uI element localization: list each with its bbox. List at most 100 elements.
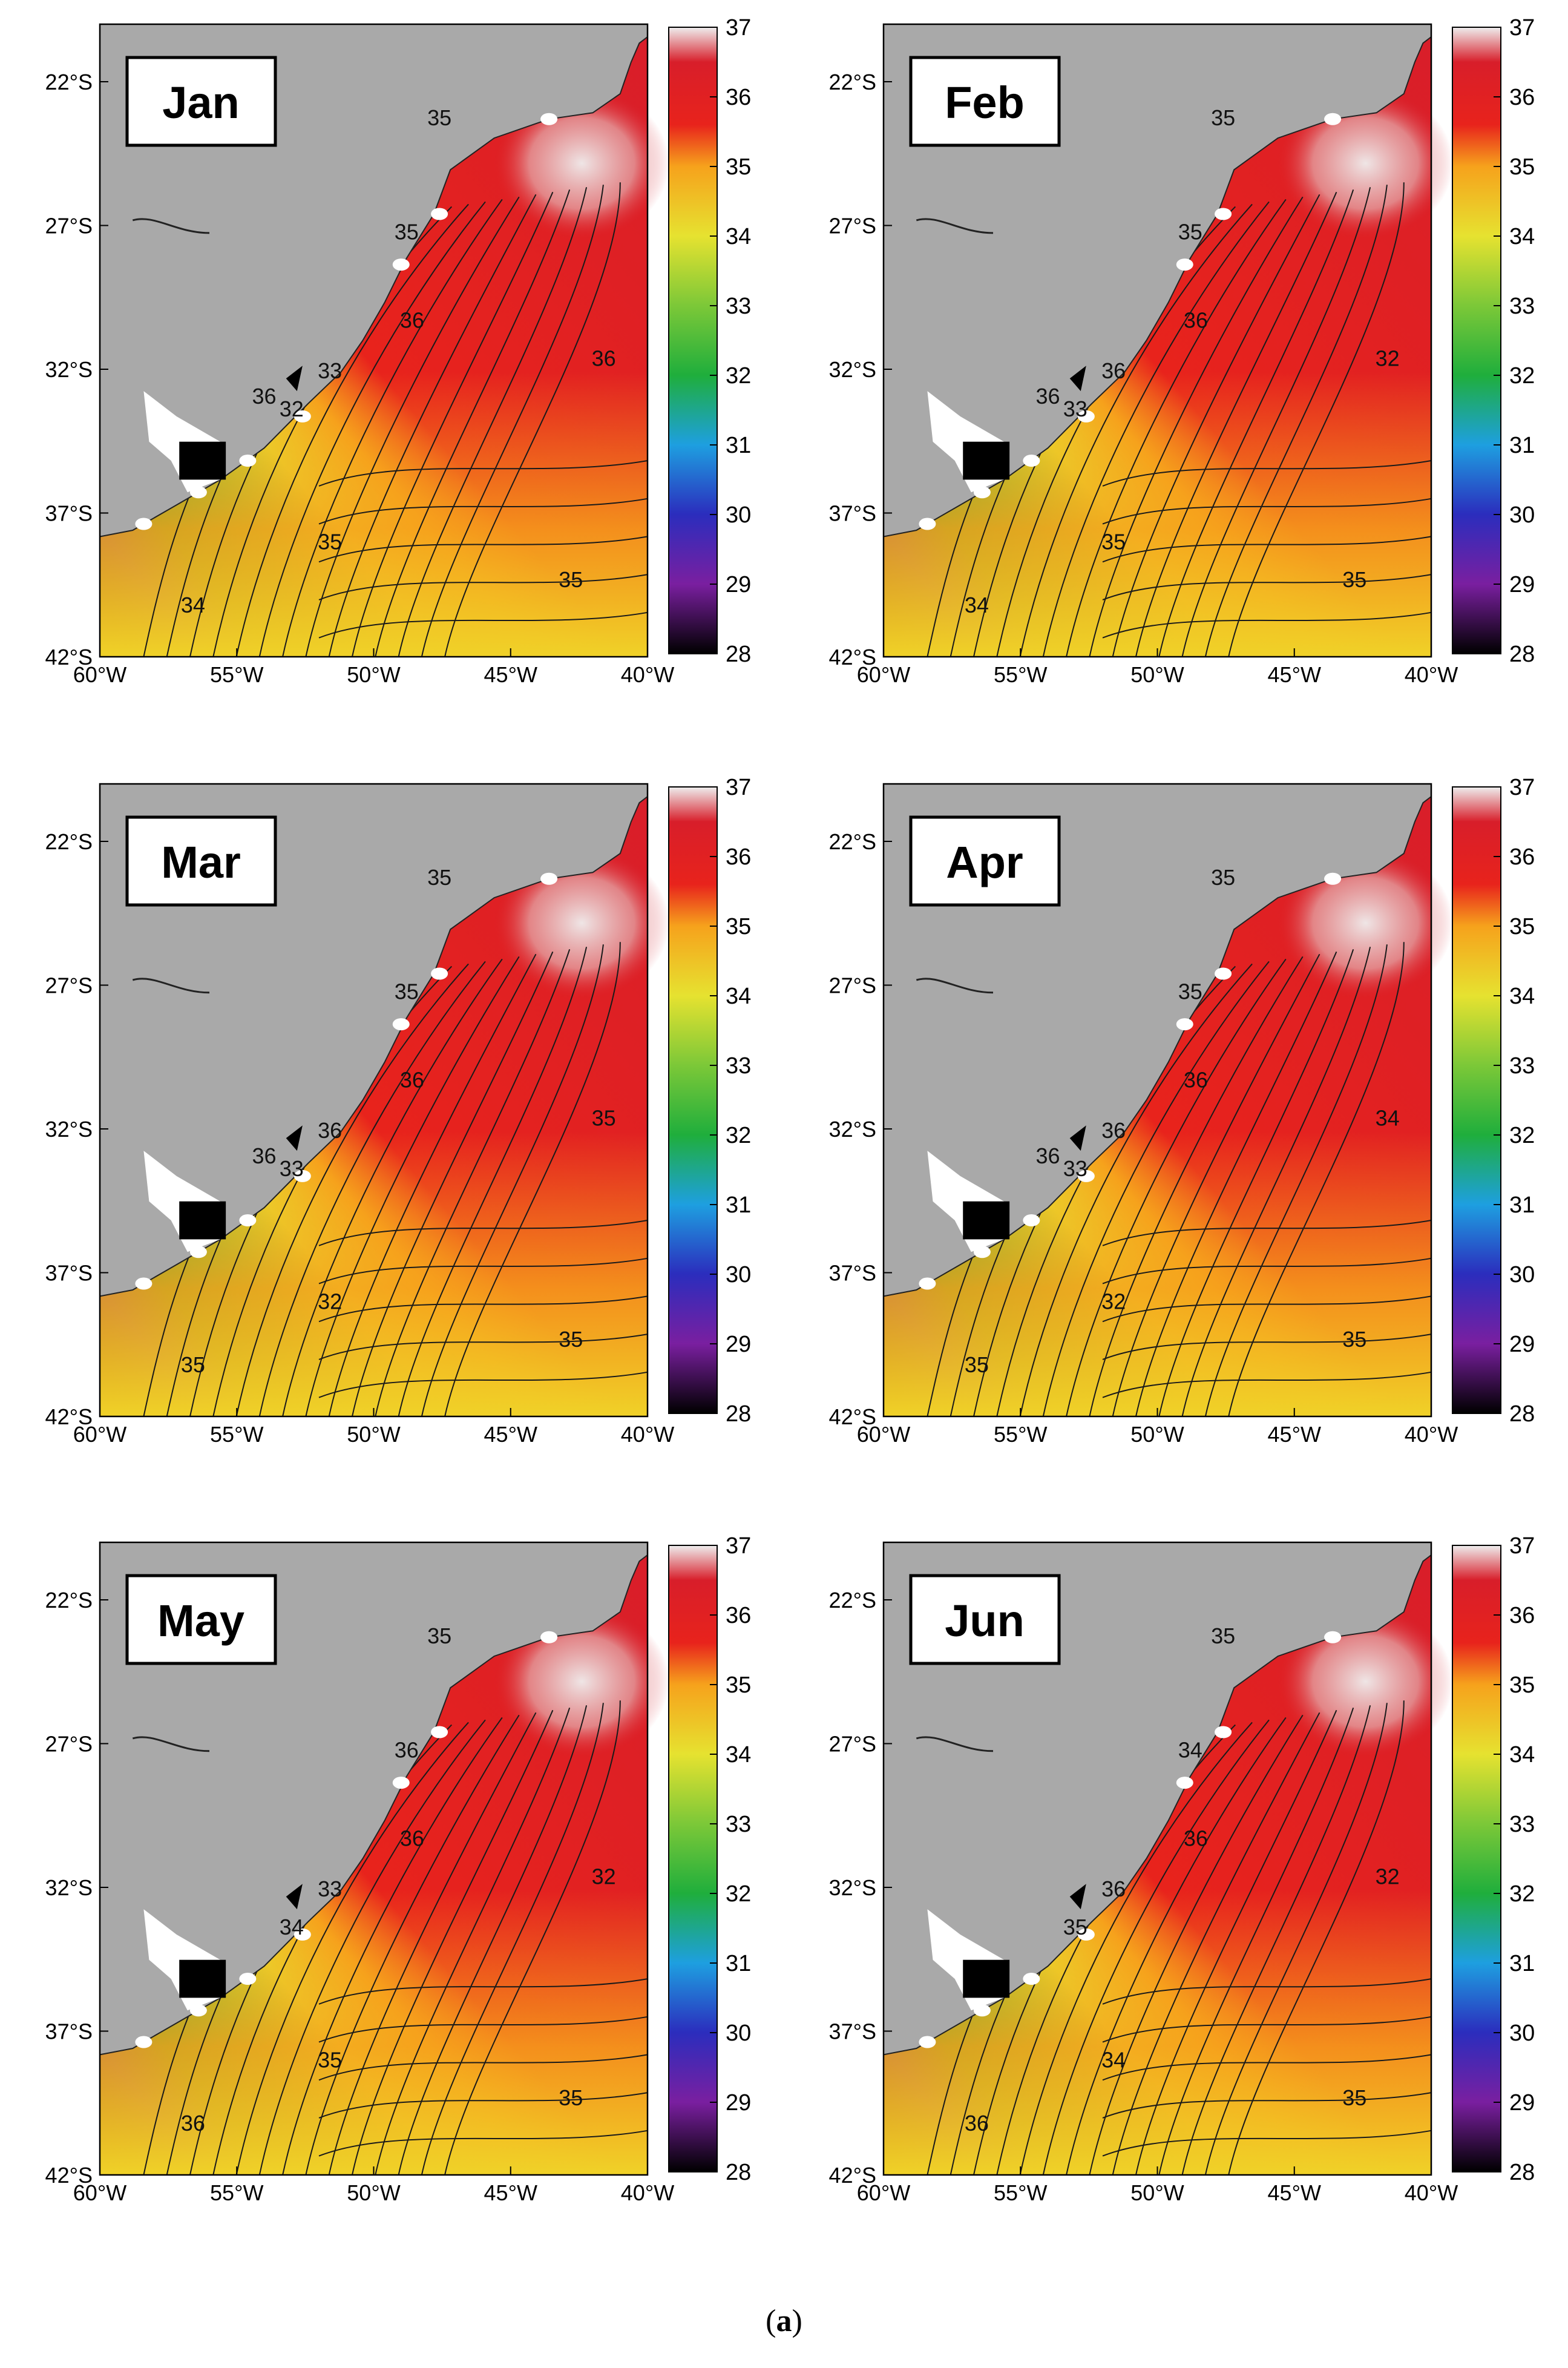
coastal-white-patch — [1176, 1018, 1193, 1031]
contour-label: 35 — [1063, 1915, 1087, 1939]
month-label-box — [125, 56, 277, 147]
month-label: Apr — [909, 815, 1061, 907]
isohaline-contour — [1102, 498, 1432, 525]
isohaline-contour — [421, 185, 604, 657]
contour-label: 35 — [1211, 865, 1235, 890]
lon-tick-label: 40°W — [1405, 662, 1458, 687]
coastal-white-patch — [1023, 1973, 1040, 1985]
isohaline-contour — [318, 2016, 648, 2043]
isohaline-contour — [444, 1700, 621, 2176]
isohaline-contour — [1102, 1295, 1432, 1323]
colorbar-tick-label: 28 — [1509, 2160, 1535, 2185]
colorbar-tick-label: 29 — [1509, 2090, 1535, 2116]
lon-tick-label: 60°W — [857, 662, 910, 687]
isohaline-contour — [318, 1371, 648, 1398]
colorbar-tick-label: 32 — [1509, 1123, 1535, 1148]
lon-tick-label: 55°W — [210, 1422, 263, 1447]
month-label: Jun — [909, 1574, 1061, 1665]
colorbar-tick-label: 33 — [1509, 294, 1535, 319]
isohaline-contour — [352, 191, 554, 657]
month-label-box — [909, 815, 1061, 907]
map-panel-jun: 35 34 36 36 35 32 34 35 36 Jun 22°S 27°S 32°S 37°S 42°… — [829, 1533, 1535, 2205]
lon-tick-label: 40°W — [1405, 1422, 1458, 1447]
month-label-box — [909, 56, 1061, 147]
isohaline-contour — [282, 1717, 503, 2176]
contour-label: 36 — [965, 2111, 989, 2136]
coastal-white-patch — [431, 967, 448, 980]
isohaline-contour — [1228, 182, 1405, 657]
contour-label: 36 — [252, 1143, 276, 1168]
isohaline-contour — [1042, 201, 1270, 657]
lat-tick-label: 22°S — [45, 829, 93, 854]
isohaline-contour — [444, 182, 621, 657]
lon-tick-label: 50°W — [347, 1422, 400, 1447]
contour-label: 32 — [1376, 1864, 1400, 1889]
lon-tick-label: 55°W — [210, 2180, 263, 2205]
contour-label: 35 — [181, 1352, 205, 1377]
lat-tick-label: 22°S — [45, 1588, 93, 1613]
coastal-white-patch — [135, 1277, 153, 1290]
contour-label: 36 — [1101, 1876, 1126, 1901]
caption-close: ) — [792, 2304, 802, 2338]
lon-tick-label: 55°W — [994, 1422, 1047, 1447]
contour-label: 35 — [427, 1623, 451, 1648]
coastal-white-patch — [1324, 1631, 1342, 1643]
lon-tick-label: 50°W — [1130, 2180, 1184, 2205]
colorbar-tick-label: 36 — [726, 844, 751, 870]
isohaline-contour — [1135, 1709, 1337, 2176]
colorbar-tick-label: 31 — [1509, 433, 1535, 458]
caption-open: ( — [766, 2304, 776, 2338]
lon-tick-label: 50°W — [347, 2180, 400, 2205]
salinity-maximum — [494, 1605, 670, 1758]
colorbar-gradient — [668, 27, 718, 654]
isohaline-contour — [1102, 1220, 1432, 1246]
colorbar-tick-label: 32 — [1509, 363, 1535, 389]
coastal-white-patch — [392, 1777, 410, 1789]
isohaline-contour — [318, 536, 648, 563]
lon-tick-label: 40°W — [621, 662, 674, 687]
isohaline-contour — [1158, 1707, 1354, 2176]
lon-tick-label: 45°W — [1268, 1422, 1321, 1447]
salinity-colorbar: 37 36 35 34 33 32 31 30 29 28 — [1452, 15, 1535, 667]
isohaline-contour — [1181, 187, 1371, 657]
contour-label: 35 — [1211, 1623, 1235, 1648]
map-panel-jan: 35353633323635353436Jan22°S27°S32°S37°S4… — [45, 15, 752, 687]
isohaline-contour — [1019, 203, 1253, 657]
lat-tick-label: 37°S — [45, 2019, 93, 2044]
isohaline-contour — [318, 1295, 648, 1323]
isohaline-contour — [1158, 949, 1354, 1417]
estuary-low-salinity — [963, 1201, 1010, 1240]
coastal-white-patch — [919, 2036, 936, 2048]
contour-label: 35 — [559, 1327, 583, 1352]
inland-coastline — [916, 978, 994, 994]
salinity-colorbar: 37 36 35 34 33 32 31 30 29 28 — [668, 15, 751, 667]
colorbar-tick-label: 35 — [726, 914, 751, 939]
contour-label: 34 — [1101, 2047, 1126, 2072]
contour-label: 35 — [592, 1105, 616, 1130]
colorbar-tick-label: 36 — [1509, 1603, 1535, 1628]
contour-label: 36 — [1184, 1826, 1208, 1851]
contour-label: 34 — [965, 593, 989, 617]
colorbar-tick-label: 35 — [1509, 1672, 1535, 1698]
colorbar-tick-label: 33 — [1509, 1812, 1535, 1837]
coastal-white-patch — [392, 1018, 410, 1031]
coastal-white-patch — [239, 1973, 257, 1985]
lat-tick-label: 32°S — [829, 357, 876, 382]
lon-tick-label: 60°W — [73, 1422, 126, 1447]
coastal-white-patch — [1215, 208, 1232, 220]
lat-tick-label: 27°S — [45, 973, 93, 998]
isohaline-contour — [1102, 2130, 1432, 2157]
contour-label: 36 — [252, 384, 276, 409]
contour-label: 36 — [1184, 1068, 1208, 1093]
contour-label: 36 — [318, 1118, 342, 1143]
colorbar-tick-label: 36 — [726, 1603, 751, 1628]
isohaline-contour — [1102, 1257, 1432, 1284]
lon-tick-label: 50°W — [347, 662, 400, 687]
coastal-white-patch — [1324, 113, 1342, 125]
estuary-low-salinity — [963, 1959, 1010, 1998]
colorbar-tick-label: 36 — [726, 85, 751, 110]
lat-tick-label: 32°S — [45, 1117, 93, 1142]
lon-tick-label: 45°W — [484, 1422, 537, 1447]
isohaline-contour — [258, 1719, 486, 2176]
month-label-text: Mar — [161, 837, 241, 887]
